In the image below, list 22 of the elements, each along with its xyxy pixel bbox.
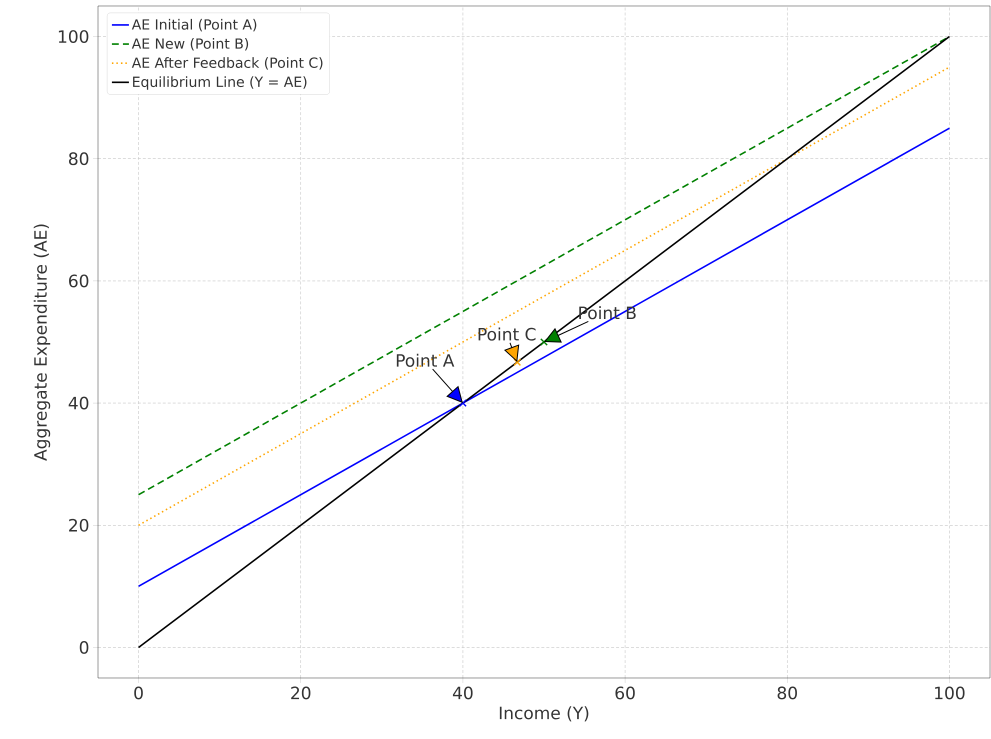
y-tick-label: 60: [69, 274, 88, 288]
legend-label: AE After Feedback (Point C): [132, 57, 322, 70]
y-tick-label: 40: [68, 396, 88, 410]
y-tick-label: 100: [58, 30, 88, 43]
annotation: Point C: [478, 327, 536, 341]
point: [459, 399, 467, 407]
point: [540, 338, 548, 346]
x-tick-label: 100: [935, 686, 965, 700]
point: [513, 358, 522, 366]
x-tick-label: 20: [291, 686, 310, 700]
y-tick-label: 80: [69, 152, 88, 166]
legend-label: AE New (Point B): [132, 38, 248, 50]
y-axis-title: Aggregate Expenditure (AE): [34, 224, 50, 461]
x-tick-label: 0: [134, 686, 143, 700]
y-tick-label: 0: [80, 641, 88, 654]
legend-label: AE Initial (Point A): [132, 18, 256, 32]
x-axis-title: Income (Y): [500, 706, 588, 722]
x-tick-label: 40: [452, 686, 473, 700]
y-tick-label: 20: [69, 518, 88, 532]
x-tick-label: 80: [778, 686, 797, 700]
legend-label: Equilibrium Line (Y = AE): [133, 76, 306, 90]
x-tick-label: 60: [615, 686, 635, 700]
